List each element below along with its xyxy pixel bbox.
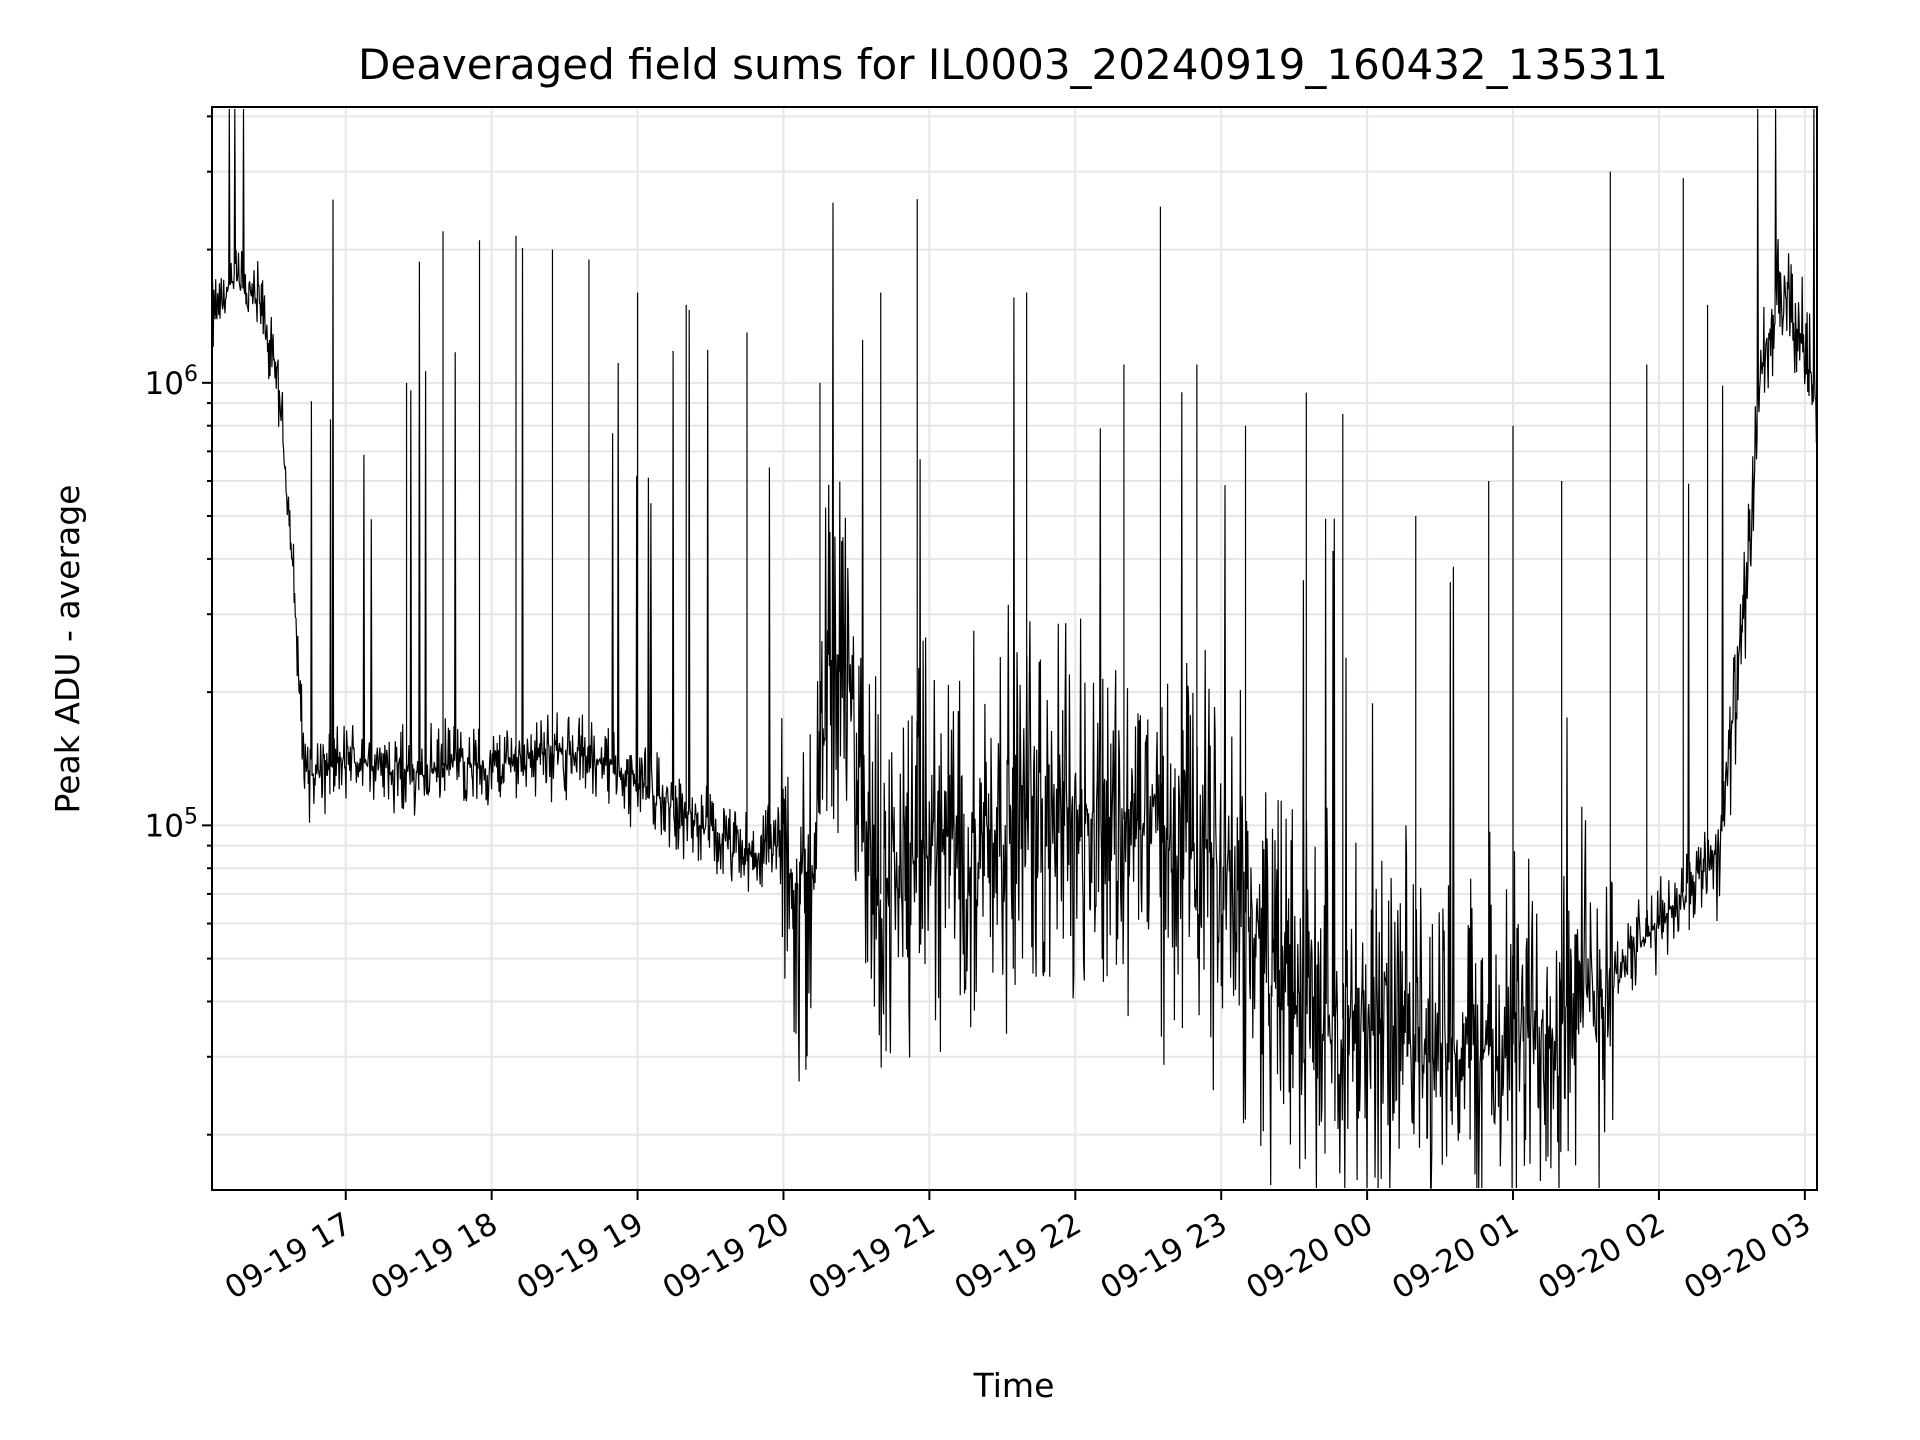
x-tick-label: 09-20 03 bbox=[1678, 1206, 1817, 1307]
y-axis: 105 106 bbox=[145, 115, 212, 1136]
x-axis: 09-19 17 09-19 18 09-19 19 09-19 20 09-19 21… bbox=[219, 1190, 1817, 1307]
x-tick-label: 09-19 18 bbox=[365, 1206, 504, 1307]
x-tick-label: 09-19 17 bbox=[219, 1206, 358, 1307]
y-axis-label: Peak ADU - average bbox=[48, 485, 87, 814]
y-tick-label: 105 bbox=[145, 804, 198, 844]
x-tick-label: 09-19 20 bbox=[657, 1206, 796, 1307]
x-axis-label: Time bbox=[973, 1366, 1055, 1405]
plot-area bbox=[211, 108, 1818, 1189]
data-line bbox=[211, 108, 1818, 1189]
chart-title: Deaveraged field sums for IL0003_2024091… bbox=[358, 40, 1668, 89]
y-tick-label: 106 bbox=[145, 362, 198, 402]
x-tick-label: 09-19 22 bbox=[949, 1206, 1088, 1307]
plot-frame bbox=[211, 106, 1818, 1191]
x-tick-label: 09-19 23 bbox=[1094, 1206, 1233, 1307]
x-tick-label: 09-19 21 bbox=[803, 1206, 942, 1307]
x-tick-label: 09-20 00 bbox=[1240, 1206, 1379, 1307]
x-tick-label: 09-20 01 bbox=[1386, 1206, 1525, 1307]
x-tick-label: 09-19 19 bbox=[511, 1206, 650, 1307]
x-tick-label: 09-20 02 bbox=[1532, 1206, 1671, 1307]
